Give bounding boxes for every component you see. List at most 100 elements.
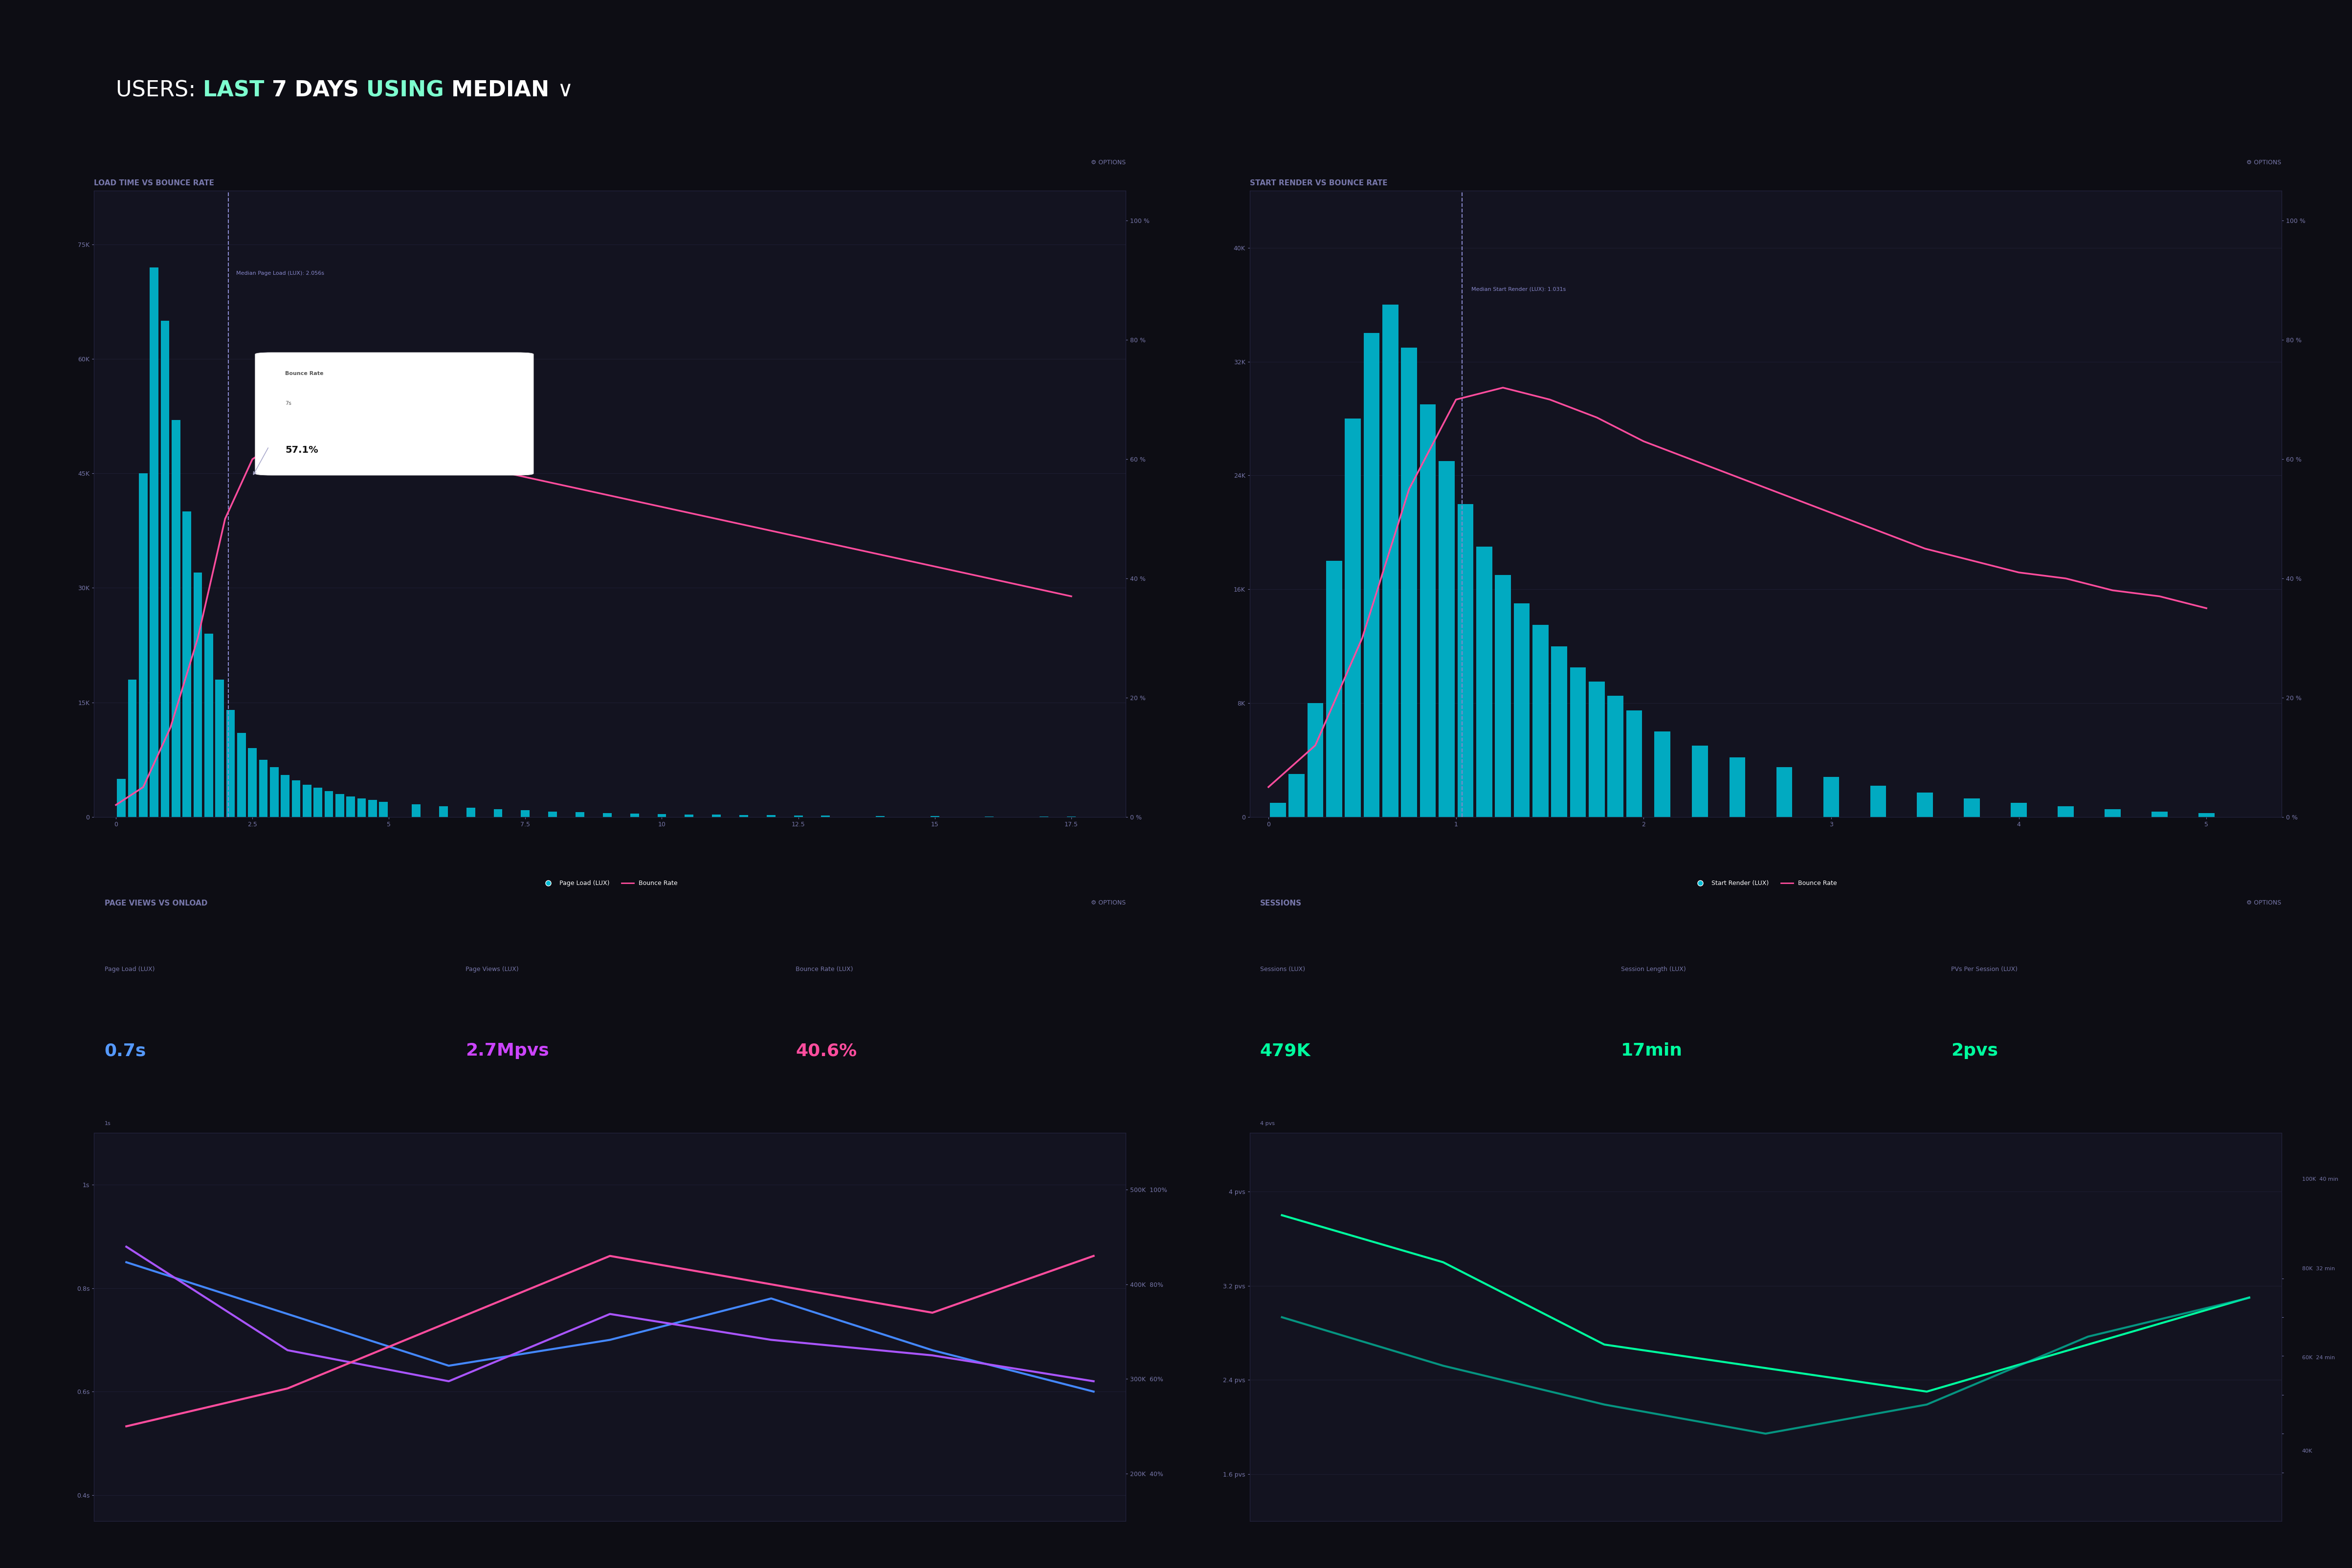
Bar: [172, 420, 181, 817]
Bar: [1421, 405, 1435, 817]
Text: 7s: 7s: [285, 401, 292, 406]
Bar: [118, 779, 125, 817]
Bar: [379, 801, 388, 817]
Bar: [548, 812, 557, 817]
Text: 100K  40 min: 100K 40 min: [2303, 1178, 2338, 1182]
Bar: [1606, 696, 1623, 817]
Text: Sessions (LUX): Sessions (LUX): [1261, 966, 1305, 972]
Bar: [369, 800, 376, 817]
Text: LAST: LAST: [202, 80, 270, 100]
Text: 40K: 40K: [2303, 1449, 2312, 1454]
Bar: [247, 748, 256, 817]
Bar: [1345, 419, 1362, 817]
Bar: [2011, 803, 2027, 817]
Bar: [1964, 798, 1980, 817]
Bar: [303, 786, 310, 817]
Text: 60K  24 min: 60K 24 min: [2303, 1355, 2336, 1361]
Bar: [2199, 814, 2213, 817]
Bar: [193, 572, 202, 817]
Legend: Start Render (LUX), Bounce Rate: Start Render (LUX), Bounce Rate: [1691, 878, 1839, 889]
Bar: [1383, 304, 1399, 817]
Bar: [1729, 757, 1745, 817]
Bar: [1402, 348, 1418, 817]
Bar: [336, 793, 343, 817]
Text: Session Length (LUX): Session Length (LUX): [1621, 966, 1686, 972]
Text: 1s: 1s: [103, 1121, 111, 1126]
Text: 40.6%: 40.6%: [795, 1043, 856, 1058]
Bar: [160, 321, 169, 817]
Bar: [205, 633, 214, 817]
Text: 0.7s: 0.7s: [103, 1043, 146, 1058]
Bar: [1823, 778, 1839, 817]
Text: ⚙ OPTIONS: ⚙ OPTIONS: [1091, 160, 1127, 166]
Text: Bounce Rate: Bounce Rate: [285, 372, 325, 376]
Text: Median Start Render (LUX): 1.031s: Median Start Render (LUX): 1.031s: [1472, 287, 1566, 292]
Bar: [1458, 503, 1472, 817]
Text: 479K: 479K: [1261, 1043, 1310, 1058]
Text: PVs Per Session (LUX): PVs Per Session (LUX): [1952, 966, 2018, 972]
Text: 17min: 17min: [1621, 1043, 1682, 1058]
Bar: [183, 511, 191, 817]
Bar: [313, 787, 322, 817]
Bar: [713, 815, 720, 817]
Bar: [127, 679, 136, 817]
Bar: [522, 811, 529, 817]
Bar: [1496, 575, 1510, 817]
Bar: [358, 798, 367, 817]
Text: 57.1%: 57.1%: [285, 445, 318, 455]
Text: 7 DAYS: 7 DAYS: [270, 80, 367, 100]
Bar: [280, 775, 289, 817]
Bar: [494, 809, 503, 817]
Bar: [1691, 746, 1708, 817]
Bar: [1327, 561, 1343, 817]
Text: ⚙ OPTIONS: ⚙ OPTIONS: [1091, 900, 1127, 906]
Bar: [659, 814, 666, 817]
Text: USING: USING: [367, 80, 452, 100]
Bar: [2058, 806, 2074, 817]
Text: 2pvs: 2pvs: [1952, 1043, 1999, 1058]
Text: Page Views (LUX): Page Views (LUX): [466, 966, 520, 972]
Text: 80K  32 min: 80K 32 min: [2303, 1267, 2336, 1272]
Bar: [767, 815, 776, 817]
Bar: [1776, 767, 1792, 817]
Bar: [602, 814, 612, 817]
Bar: [2105, 809, 2122, 817]
Bar: [292, 781, 301, 817]
Bar: [1588, 682, 1604, 817]
Bar: [1571, 668, 1585, 817]
Bar: [2152, 812, 2169, 817]
Bar: [1439, 461, 1454, 817]
Legend: Page Load (LUX), Bounce Rate: Page Load (LUX), Bounce Rate: [539, 878, 680, 889]
Bar: [1477, 547, 1491, 817]
Bar: [1308, 702, 1324, 817]
Bar: [1515, 604, 1529, 817]
Bar: [630, 814, 640, 817]
Bar: [1270, 803, 1287, 817]
Bar: [1625, 710, 1642, 817]
Bar: [270, 767, 278, 817]
Bar: [1917, 793, 1933, 817]
Text: LOAD TIME VS BOUNCE RATE: LOAD TIME VS BOUNCE RATE: [94, 180, 214, 187]
Bar: [259, 759, 268, 817]
Bar: [139, 474, 148, 817]
Bar: [684, 814, 694, 817]
Bar: [1364, 332, 1381, 817]
Bar: [739, 815, 748, 817]
Bar: [466, 808, 475, 817]
Text: Page Load (LUX): Page Load (LUX): [103, 966, 155, 972]
Text: ⚙ OPTIONS: ⚙ OPTIONS: [2246, 900, 2281, 906]
Bar: [226, 710, 235, 817]
Bar: [151, 267, 158, 817]
Bar: [1870, 786, 1886, 817]
Bar: [216, 679, 223, 817]
Bar: [1289, 775, 1305, 817]
Bar: [576, 812, 583, 817]
Bar: [1552, 646, 1566, 817]
Bar: [325, 790, 334, 817]
Text: ⚙ OPTIONS: ⚙ OPTIONS: [2246, 160, 2281, 166]
Text: SESSIONS: SESSIONS: [1261, 900, 1301, 908]
Text: 4 pvs: 4 pvs: [1261, 1121, 1275, 1126]
Bar: [412, 804, 421, 817]
Bar: [440, 806, 447, 817]
Bar: [346, 797, 355, 817]
